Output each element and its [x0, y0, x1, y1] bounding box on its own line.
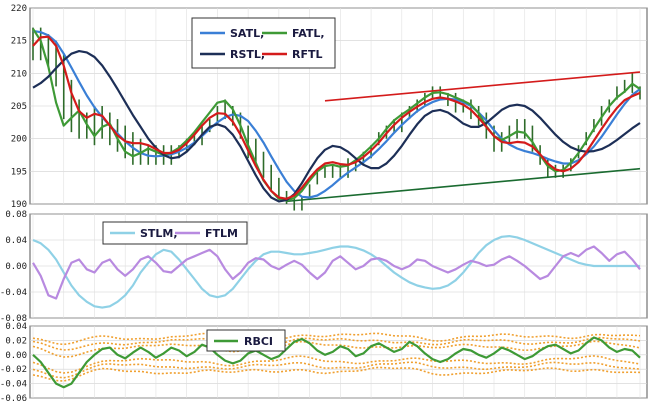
price-y-ticks: 220 215 210 205 200 195 190 [11, 4, 27, 210]
rbci-band-line [32, 340, 641, 358]
y-tick-label: 0.04 [5, 236, 27, 246]
price-legend-box [191, 17, 336, 69]
legend-label-stlm: STLM, [140, 227, 178, 240]
y-tick-label: -0.06 [0, 394, 27, 404]
y-tick-label: 205 [11, 102, 27, 112]
y-tick-label: -0.04 [0, 288, 27, 298]
stlm-series-lines [32, 235, 641, 309]
rbci-legend: RBCI [206, 329, 286, 352]
price-trendlines [286, 71, 641, 203]
y-tick-label: 195 [11, 167, 27, 177]
y-tick-label: 220 [11, 4, 27, 14]
y-tick-label: -0.02 [0, 365, 27, 375]
legend-label-rstl: RSTL, [230, 48, 265, 61]
rbci-y-ticks: 0.04 0.02 0.00 -0.02 -0.04 -0.06 [0, 322, 27, 404]
trendline [286, 167, 641, 203]
legend-label-satl: SATL, [230, 27, 264, 40]
series-line-stlm [32, 235, 640, 309]
series-line-ftlm [32, 245, 641, 300]
rbci-band-line [32, 366, 641, 382]
price-series-lines [32, 28, 641, 203]
y-tick-label: 210 [11, 69, 27, 79]
rbci-band-line [32, 361, 641, 379]
stlm-legend: STLM, FTLM [102, 221, 248, 245]
y-tick-label: 0.02 [5, 336, 27, 346]
y-tick-label: 190 [11, 200, 27, 210]
rbci-panel: 0.04 0.02 0.00 -0.02 -0.04 -0.06 RBCI [0, 322, 648, 404]
y-tick-label: 0.08 [5, 210, 27, 220]
y-tick-label: 0.00 [5, 262, 27, 272]
rbci-bands [32, 332, 641, 382]
y-tick-label: 0.04 [5, 322, 27, 332]
trendline [324, 71, 641, 102]
legend-label-ftlm: FTLM [205, 227, 238, 240]
series-line-rftl [32, 35, 641, 200]
series-line-satl [32, 29, 641, 199]
y-tick-label: -0.08 [0, 314, 27, 324]
series-line-rstl [32, 49, 641, 203]
rbci-legend-box [206, 329, 286, 352]
legend-label-rbci: RBCI [244, 335, 273, 348]
series-line-rbci [32, 336, 641, 389]
legend-label-fatl: FATL, [292, 27, 325, 40]
rbci-grid [30, 325, 647, 399]
y-tick-label: 0.00 [5, 351, 27, 361]
legend-label-rftl: RFTL [292, 48, 323, 61]
price-legend: SATL, FATL, RSTL, RFTL [191, 17, 336, 69]
rbci-band-line [32, 355, 641, 374]
y-tick-label: 215 [11, 37, 27, 47]
stlm-ftlm-panel: 0.08 0.04 0.00 -0.04 -0.08 STLM, FTLM [0, 210, 648, 324]
y-tick-label: -0.04 [0, 380, 27, 390]
price-panel: 220 215 210 205 200 195 190 SATL, FATL, RSTL, … [11, 4, 648, 211]
stlm-y-ticks: 0.08 0.04 0.00 -0.04 -0.08 [0, 210, 27, 324]
y-tick-label: 200 [11, 135, 27, 145]
rbci-series-lines [32, 336, 641, 389]
